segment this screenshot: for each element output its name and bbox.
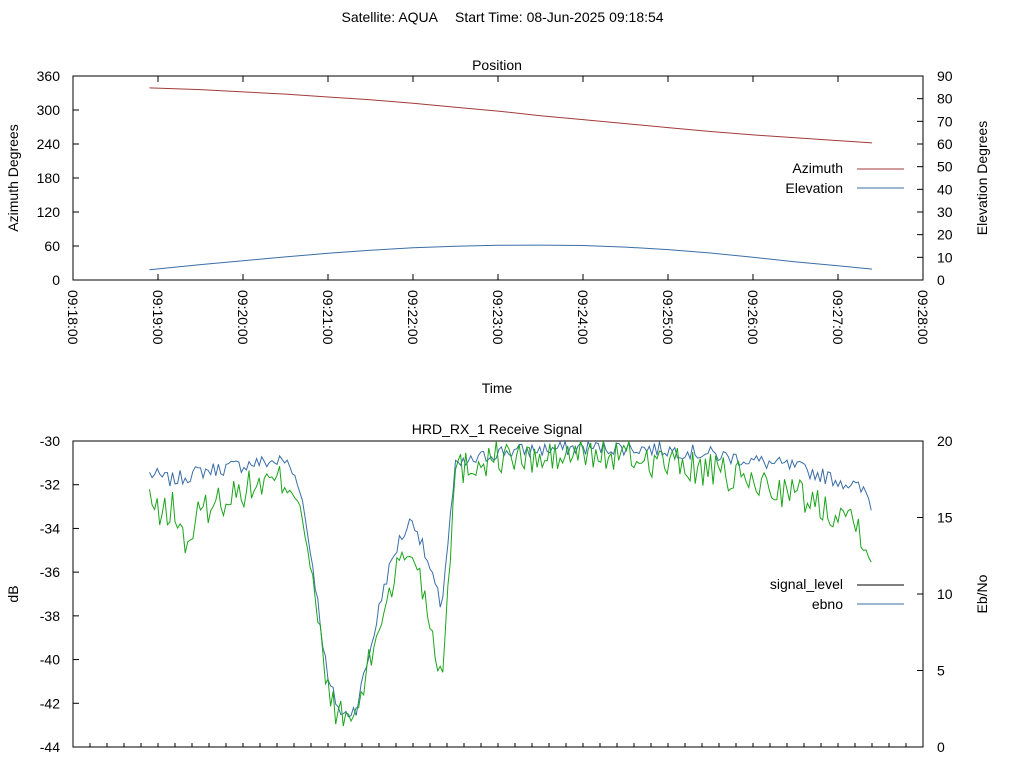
signal-ytick-label: -30	[40, 433, 60, 449]
position-ylabel-right: Elevation Degrees	[974, 121, 990, 235]
position-xtick-label: 09:24:00	[575, 290, 591, 345]
position-ytick-label: 0	[52, 272, 60, 288]
signal-ytick-label: -38	[40, 608, 60, 624]
signal-y2tick-label: 10	[937, 586, 953, 602]
position-ytick-label: 60	[44, 238, 60, 254]
signal-ytick-label: -34	[40, 520, 60, 536]
position-ytick-label: 300	[37, 102, 61, 118]
position-xtick-label: 09:25:00	[660, 290, 676, 345]
signal-chart-title: HRD_RX_1 Receive Signal	[412, 421, 582, 437]
position-ylabel-left: Azimuth Degrees	[5, 124, 21, 231]
header-satellite: Satellite: AQUA	[342, 9, 439, 25]
signal-ylabel-left: dB	[5, 585, 21, 602]
signal-y2tick-label: 5	[937, 663, 945, 679]
signal-y2tick-label: 15	[937, 510, 953, 526]
series-line-green-trace	[149, 440, 872, 727]
position-y2tick-label: 50	[937, 159, 953, 175]
position-y2tick-label: 60	[937, 136, 953, 152]
signal-legend: signal_level ebno	[770, 576, 904, 612]
position-xtick-label: 09:18:00	[65, 290, 81, 345]
signal-chart: HRD_RX_1 Receive Signal -30 -32 -34 -36 -38 -…	[5, 421, 990, 755]
position-xtick-label: 09:21:00	[320, 290, 336, 345]
position-y2tick-label: 90	[937, 68, 953, 84]
legend-label-signal-level: signal_level	[770, 576, 843, 592]
position-y2tick-label: 70	[937, 113, 953, 129]
position-chart: Position 0 60 120 180 240 300 360 0 10 20 30 40 50 6…	[5, 57, 990, 396]
position-ytick-label: 120	[37, 204, 61, 220]
position-xtick-label: 09:26:00	[745, 290, 761, 345]
position-ytick-label: 240	[37, 136, 61, 152]
series-line-azimuth	[149, 87, 873, 144]
position-y2tick-label: 0	[937, 272, 945, 288]
signal-plot-frame	[72, 440, 924, 748]
position-y2tick-label: 40	[937, 181, 953, 197]
signal-y2tick-label: 0	[937, 739, 945, 755]
position-xtick-label: 09:19:00	[150, 290, 166, 345]
signal-ytick-label: -32	[40, 477, 60, 493]
position-chart-title: Position	[472, 57, 522, 73]
signal-ytick-label: -42	[40, 695, 60, 711]
position-xtick-label: 09:22:00	[405, 290, 421, 345]
position-y2tick-label: 10	[937, 249, 953, 265]
signal-ytick-label: -40	[40, 652, 60, 668]
legend-label-ebno: ebno	[812, 596, 843, 612]
position-ytick-label: 360	[37, 68, 61, 84]
position-xtick-label: 09:27:00	[830, 290, 846, 345]
position-y2tick-label: 30	[937, 204, 953, 220]
position-y2tick-label: 80	[937, 91, 953, 107]
position-xtick-label: 09:20:00	[235, 290, 251, 345]
legend-label-azimuth: Azimuth	[792, 160, 843, 176]
signal-ytick-label: -36	[40, 564, 60, 580]
position-y2tick-label: 20	[937, 227, 953, 243]
position-legend: Azimuth Elevation	[785, 160, 904, 196]
position-plot-frame	[72, 75, 924, 281]
series-line-elevation	[149, 244, 873, 271]
legend-label-elevation: Elevation	[785, 180, 843, 196]
signal-ytick-label: -44	[40, 739, 60, 755]
signal-y2tick-label: 20	[937, 433, 953, 449]
position-xlabel: Time	[482, 380, 513, 396]
position-xtick-label: 09:23:00	[490, 290, 506, 345]
position-ytick-label: 180	[37, 170, 61, 186]
header-start-time: Start Time: 08-Jun-2025 09:18:54	[455, 9, 664, 25]
signal-ylabel-right: Eb/No	[974, 574, 990, 613]
position-xtick-label: 09:28:00	[915, 290, 931, 345]
